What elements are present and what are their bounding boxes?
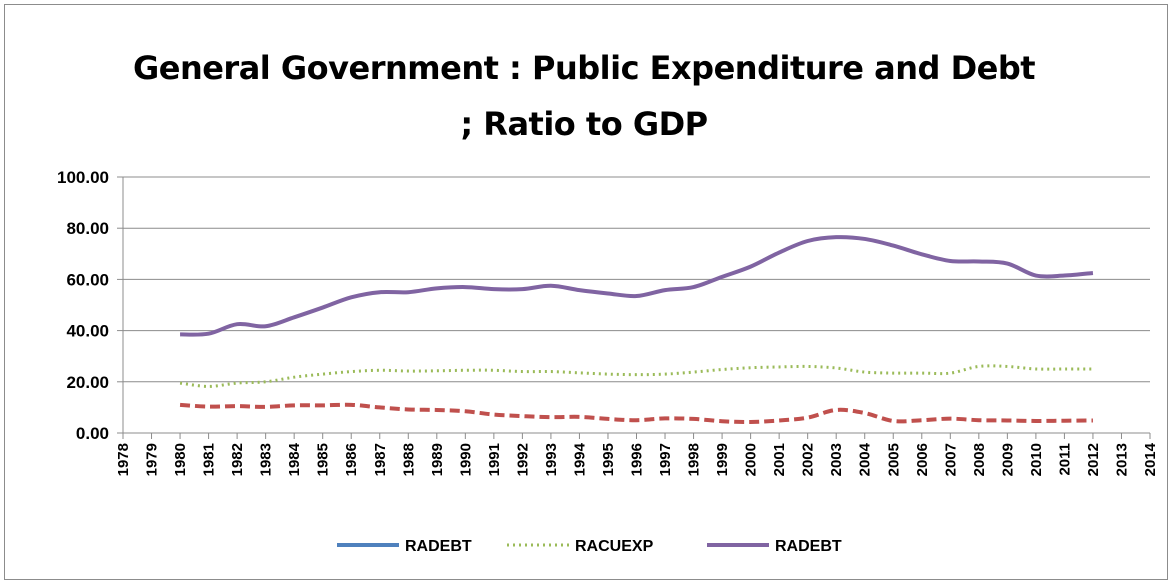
x-tick-label: 1990 (457, 443, 474, 476)
series-lines (179, 235, 1094, 425)
legend-label: RACUEXP (575, 538, 654, 555)
series-line-3 (180, 235, 1094, 337)
x-tick-label: 2003 (828, 443, 845, 476)
x-axis-ticks: 1978 1979 1980 1981 1982 1983 1984 1985 1986 1987… (115, 442, 1159, 476)
x-tick-label: 1984 (286, 442, 303, 476)
chart-title-line-2: ; Ratio to GDP (460, 105, 708, 143)
y-tick-label: 60.00 (66, 270, 109, 289)
chart-title-line-1: General Government : Public Expenditure … (132, 49, 1036, 87)
x-tick-label: 1982 (229, 443, 246, 476)
x-tick-label: 2011 (1056, 443, 1073, 476)
y-tick-label: 100.00 (57, 168, 109, 187)
x-tick-label: 2013 (1113, 443, 1130, 476)
y-tick-label: 40.00 (66, 322, 109, 341)
x-tick-label: 2000 (743, 443, 760, 476)
axes (117, 176, 1151, 439)
x-tick-label: 2004 (857, 442, 874, 476)
x-tick-label: 1988 (400, 443, 417, 476)
x-tick-label: 1992 (514, 443, 531, 476)
x-tick-label: 2010 (1028, 443, 1045, 476)
x-tick-label: 1980 (172, 443, 189, 476)
x-tick-label: 1989 (429, 443, 446, 476)
legend-label: RADEBT (775, 538, 842, 555)
x-tick-label: 1986 (343, 443, 360, 476)
x-tick-label: 2002 (800, 443, 817, 476)
gridlines (123, 176, 1150, 383)
x-tick-label: 1998 (686, 443, 703, 476)
x-tick-label: 1995 (600, 443, 617, 476)
x-tick-label: 1999 (714, 443, 731, 476)
x-tick-label: 1996 (629, 443, 646, 476)
x-tick-label: 2012 (1085, 443, 1102, 476)
legend-label: RADEBT (405, 538, 472, 555)
x-tick-label: 1978 (115, 443, 132, 476)
series-line-1 (179, 402, 1093, 425)
chart-title: General Government : Public Expenditure … (0, 40, 1168, 152)
x-tick-label: 2008 (971, 443, 988, 476)
x-tick-label: 2005 (885, 443, 902, 476)
y-tick-label: 80.00 (66, 219, 109, 238)
x-tick-label: 1983 (258, 443, 275, 476)
x-tick-label: 2001 (771, 443, 788, 476)
x-tick-label: 1991 (486, 443, 503, 476)
x-tick-label: 1985 (315, 443, 332, 476)
series-line-2 (179, 364, 1093, 388)
y-axis-ticks: 0.00 20.00 40.00 60.00 80.00 100.00 (57, 168, 109, 443)
y-tick-label: 0.00 (76, 424, 109, 443)
x-tick-label: 2014 (1142, 442, 1159, 476)
y-tick-label: 20.00 (66, 373, 109, 392)
x-tick-label: 1997 (657, 443, 674, 476)
x-tick-label: 1994 (571, 442, 588, 476)
x-tick-label: 2009 (999, 443, 1016, 476)
x-tick-label: 2007 (942, 443, 959, 476)
x-tick-label: 1987 (372, 443, 389, 476)
x-tick-label: 2006 (914, 443, 931, 476)
x-tick-label: 1981 (201, 443, 218, 476)
legend: RADEBT RACUEXP RADEBT (337, 538, 842, 555)
x-tick-label: 1993 (543, 443, 560, 476)
x-tick-label: 1979 (144, 443, 161, 476)
